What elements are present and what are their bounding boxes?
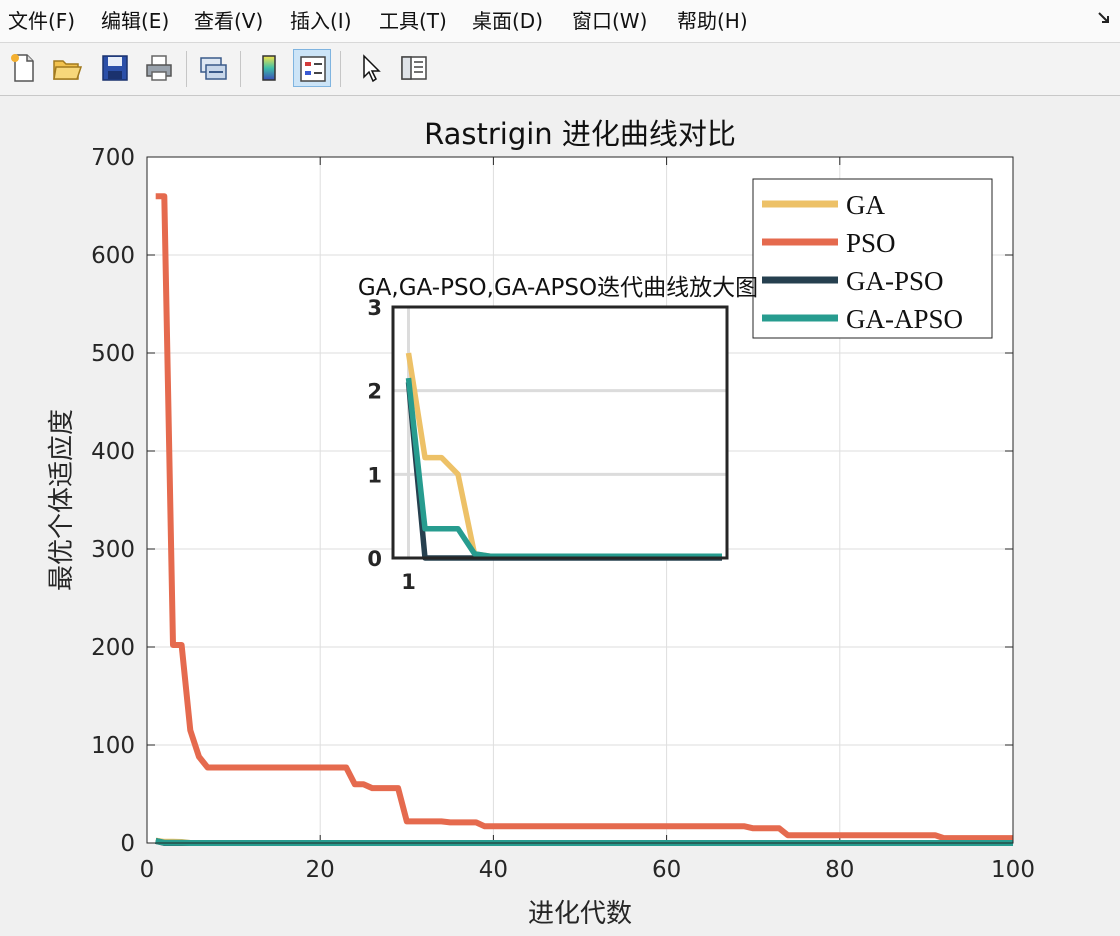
inset-y-tick-label: 0 bbox=[367, 547, 382, 571]
toolbar-separator bbox=[240, 51, 241, 87]
new-figure-button[interactable] bbox=[4, 49, 42, 87]
open-folder-icon bbox=[53, 60, 83, 80]
x-tick-label: 100 bbox=[991, 857, 1035, 883]
link-figure-button[interactable] bbox=[194, 49, 232, 87]
legend-label-ga-pso: GA-PSO bbox=[846, 266, 944, 296]
property-inspector-button[interactable] bbox=[395, 49, 433, 87]
colorbar-button[interactable] bbox=[250, 49, 288, 87]
menu-view[interactable]: 查看(V) bbox=[194, 9, 264, 33]
colorbar-icon bbox=[262, 55, 276, 81]
x-tick-label: 60 bbox=[652, 857, 681, 883]
inset-x-tick-label: 1 bbox=[401, 570, 416, 594]
figure-canvas: 0 20 40 60 80 100 0 100 200 300 400 500 600 700 Rastr… bbox=[0, 96, 1120, 936]
y-tick-label: 600 bbox=[91, 243, 135, 269]
inset-background bbox=[393, 307, 727, 558]
y-tick-label: 0 bbox=[120, 831, 135, 857]
legend-box[interactable]: GA PSO GA-PSO GA-APSO bbox=[752, 178, 993, 339]
y-tick-label: 400 bbox=[91, 439, 135, 465]
y-tick-label: 700 bbox=[91, 145, 135, 171]
main-axes-box bbox=[146, 156, 1014, 844]
save-icon bbox=[102, 55, 128, 81]
legend-label-ga: GA bbox=[846, 190, 885, 220]
legend-icon bbox=[300, 56, 326, 82]
menu-edit[interactable]: 编辑(E) bbox=[101, 9, 170, 33]
dock-arrow-icon[interactable] bbox=[1096, 10, 1112, 30]
property-panel-icon bbox=[401, 56, 427, 80]
menu-tools[interactable]: 工具(T) bbox=[379, 9, 447, 33]
inset-title: GA,GA-PSO,GA-APSO迭代曲线放大图 bbox=[358, 275, 758, 301]
menu-file[interactable]: 文件(F) bbox=[8, 9, 76, 33]
menu-bar: 文件(F) 编辑(E) 查看(V) 插入(I) 工具(T) 桌面(D) 窗口(W… bbox=[0, 0, 1120, 43]
legend-button[interactable] bbox=[293, 49, 331, 87]
inset-grid bbox=[393, 307, 727, 558]
toolbar-separator bbox=[340, 51, 341, 87]
x-tick-label: 0 bbox=[140, 857, 155, 883]
print-button[interactable] bbox=[140, 49, 178, 87]
inset-y-tick-label: 3 bbox=[367, 296, 382, 320]
menu-window[interactable]: 窗口(W) bbox=[572, 9, 648, 33]
menu-help[interactable]: 帮助(H) bbox=[677, 9, 748, 33]
open-file-button[interactable] bbox=[48, 49, 86, 87]
y-axis-label: 最优个体适应度 bbox=[47, 409, 77, 591]
x-tick-label: 40 bbox=[479, 857, 508, 883]
inset-axes-box bbox=[391, 305, 729, 560]
save-button[interactable] bbox=[96, 49, 134, 87]
pointer-icon bbox=[363, 54, 381, 83]
legend-label-pso: PSO bbox=[846, 228, 896, 258]
menu-desktop[interactable]: 桌面(D) bbox=[472, 9, 544, 33]
toolbar-separator bbox=[186, 51, 187, 87]
legend-items: GA PSO GA-PSO GA-APSO bbox=[762, 190, 963, 334]
y-tick-label: 500 bbox=[91, 341, 135, 367]
main-title: Rastrigin 进化曲线对比 bbox=[424, 117, 736, 151]
menu-insert[interactable]: 插入(I) bbox=[290, 9, 352, 33]
print-icon bbox=[146, 55, 172, 81]
edit-plot-button[interactable] bbox=[352, 49, 390, 87]
figure-toolbar bbox=[0, 43, 1120, 96]
inset-y-tick-label: 1 bbox=[367, 463, 382, 487]
y-tick-label: 100 bbox=[91, 733, 135, 759]
x-tick-label: 20 bbox=[306, 857, 335, 883]
inset-series-line-ga-apso bbox=[405, 377, 722, 560]
x-axis-label: 进化代数 bbox=[528, 899, 632, 929]
link-figure-icon bbox=[200, 57, 227, 80]
x-tick-label: 80 bbox=[825, 857, 854, 883]
series-line-pso bbox=[155, 193, 1013, 842]
y-tick-label: 200 bbox=[91, 635, 135, 661]
y-tick-label: 300 bbox=[91, 537, 135, 563]
inset-y-tick-label: 2 bbox=[367, 380, 382, 404]
legend-label-ga-apso: GA-APSO bbox=[846, 304, 963, 334]
new-file-icon bbox=[11, 54, 34, 82]
